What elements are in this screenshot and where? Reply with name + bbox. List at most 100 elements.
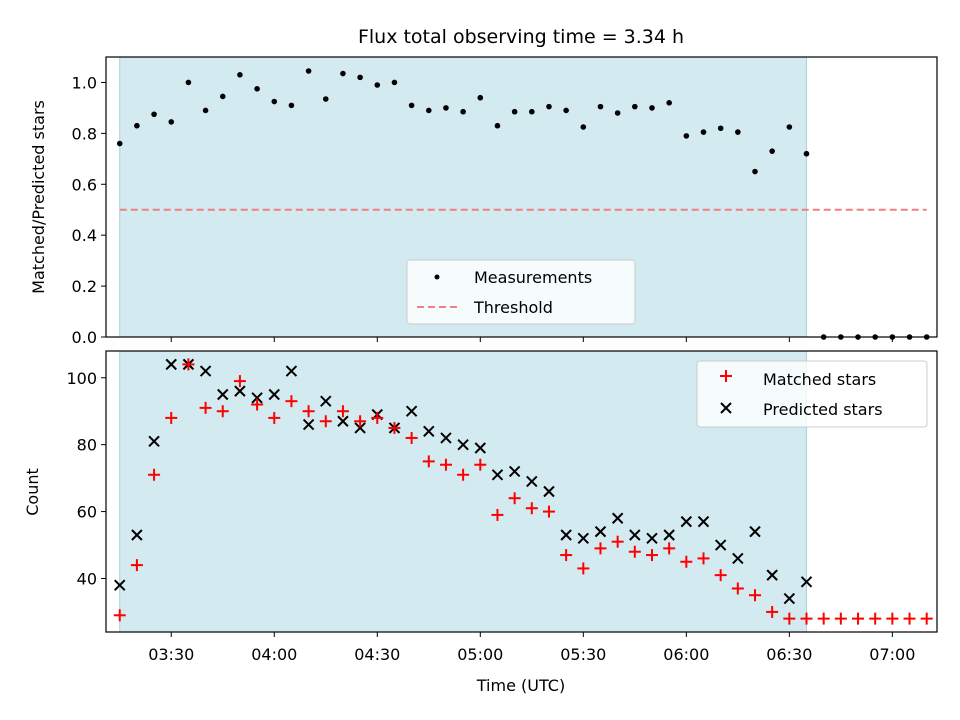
- predicted-point: [491, 469, 504, 481]
- matched-point: [731, 582, 744, 595]
- measurement-point: [700, 129, 707, 135]
- bottom-y-ticks: 40 60 80 100: [66, 369, 106, 588]
- bottom-x-tick-label: 06:00: [663, 645, 709, 664]
- bottom-panel: 40 60 80 100 03:30 04:00 04:30 05:00 05:30 06:00…: [23, 350, 938, 695]
- matched-point: [834, 612, 847, 625]
- bottom-observing-span: [119, 350, 808, 633]
- chart-title: Flux total observing time = 3.34 h: [358, 26, 684, 48]
- measurement-point: [460, 108, 466, 115]
- measurement-point: [271, 98, 278, 105]
- matched-point: [474, 458, 487, 471]
- predicted-point: [508, 465, 521, 478]
- predicted-point: [577, 532, 590, 545]
- predicted-point: [217, 388, 229, 401]
- matched-point: [800, 612, 813, 625]
- matched-point: [714, 569, 727, 582]
- predicted-point: [474, 442, 487, 454]
- predicted-point: [697, 515, 710, 528]
- measurement-point: [614, 110, 621, 116]
- predicted-point: [783, 592, 796, 605]
- matched-point: [388, 421, 401, 434]
- measurement-point: [803, 150, 810, 157]
- predicted-point: [405, 405, 418, 417]
- predicted-point: [594, 525, 607, 538]
- top-y-tick-label: 0.8: [72, 124, 97, 143]
- predicted-point: [285, 365, 298, 377]
- predicted-point: [114, 579, 126, 591]
- predicted-point: [199, 365, 212, 377]
- top-legend-box: [406, 259, 636, 325]
- measurement-point: [735, 129, 741, 135]
- measurement-point: [151, 111, 157, 118]
- measurement-point: [357, 74, 363, 81]
- matched-point: [663, 542, 676, 555]
- measurement-point: [374, 82, 381, 88]
- measurement-point: [288, 102, 295, 109]
- top-axes-frame: [105, 56, 938, 338]
- predicted-point: [680, 515, 693, 528]
- matched-point: [165, 411, 178, 424]
- bottom-x-tick-label: 05:30: [560, 645, 606, 664]
- measurements-series: [116, 68, 930, 340]
- measurement-point: [563, 107, 569, 114]
- matched-point: [577, 562, 590, 575]
- matched-point: [148, 468, 161, 481]
- measurement-point: [546, 103, 552, 110]
- predicted-point: [766, 569, 778, 581]
- measurement-point: [425, 107, 432, 114]
- matched-point: [852, 612, 865, 625]
- bottom-x-tick-label: 04:30: [354, 645, 400, 664]
- predicted-point: [320, 395, 332, 407]
- matched-point: [113, 609, 126, 622]
- predicted-point: [749, 525, 761, 538]
- top-y-ticks: 0.0 0.2 0.4 0.6 0.8 1.0: [72, 73, 106, 347]
- measurement-point: [580, 124, 587, 130]
- bottom-y-tick-label: 40: [77, 569, 97, 588]
- measurement-point: [786, 124, 793, 130]
- legend-measurements-marker: [434, 274, 440, 280]
- matched-point: [903, 612, 916, 625]
- matched-point: [354, 415, 367, 428]
- bottom-y-tick-label: 100: [66, 369, 97, 388]
- top-y-axis-label: Matched/Predicted stars: [29, 100, 48, 294]
- legend-predicted-label: Predicted stars: [763, 400, 883, 419]
- predicted-point: [251, 392, 263, 404]
- measurement-point: [666, 100, 672, 106]
- predicted-point: [302, 418, 315, 431]
- matched-stars-series: [113, 358, 933, 625]
- matched-point: [542, 505, 555, 518]
- measurement-point: [322, 96, 329, 102]
- matched-point: [285, 395, 298, 408]
- bottom-x-tick-label: 05:00: [457, 645, 503, 664]
- measurement-point: [340, 70, 346, 77]
- measurement-point: [391, 79, 398, 86]
- top-y-tick-label: 0.2: [72, 277, 97, 296]
- predicted-point: [234, 385, 246, 397]
- legend-measurements-label: Measurements: [474, 268, 592, 287]
- measurement-point: [529, 108, 535, 115]
- matched-point: [920, 612, 933, 625]
- top-y-tick-label: 0.0: [72, 328, 97, 347]
- predicted-point: [732, 552, 744, 565]
- predicted-point: [423, 425, 435, 437]
- measurement-point: [185, 79, 192, 86]
- matched-point: [319, 415, 332, 428]
- measurement-point: [769, 148, 775, 154]
- measurement-point: [168, 119, 175, 125]
- matched-point: [336, 405, 349, 418]
- bottom-x-tick-label: 06:30: [766, 645, 812, 664]
- matched-point: [130, 559, 143, 572]
- matched-point: [749, 589, 762, 602]
- measurement-point: [254, 86, 260, 92]
- matched-point: [405, 431, 418, 444]
- top-panel: 0.0 0.2 0.4 0.6 0.8 1.0 Matched/Predicted sta…: [29, 56, 938, 347]
- matched-point: [680, 555, 693, 568]
- bottom-x-tick-label: 03:30: [148, 645, 194, 664]
- bottom-legend-box: [696, 360, 928, 428]
- matched-point: [302, 405, 315, 418]
- measurement-point: [219, 93, 226, 100]
- matched-point: [525, 502, 538, 515]
- top-y-tick-label: 1.0: [72, 73, 97, 92]
- matched-point: [766, 605, 779, 618]
